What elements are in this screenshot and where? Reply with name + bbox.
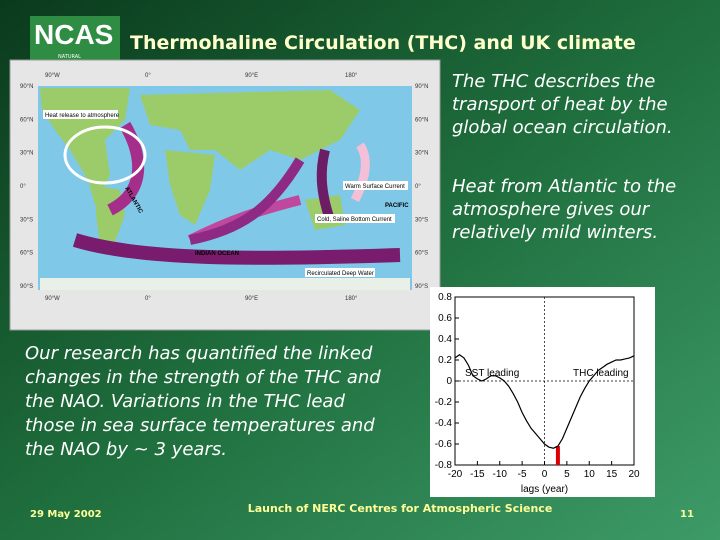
map-label: Cold, Saline Bottom Current <box>317 217 392 223</box>
lon-label: 90°W <box>45 73 60 79</box>
map-label-box <box>305 268 375 277</box>
ocean-name: INDIAN OCEAN <box>195 251 239 257</box>
x-tick-label: 20 <box>628 469 640 480</box>
paragraph-line: the NAO. Variations in the THC lead <box>25 391 345 412</box>
logo-name: NCAS <box>34 19 113 50</box>
lon-label: 90°E <box>245 296 258 302</box>
y-tick-label: 0.8 <box>438 292 452 303</box>
lat-label: 90°N <box>415 84 428 90</box>
y-tick-label: 0.6 <box>438 313 452 324</box>
paragraph-line: The THC describes the <box>452 71 655 92</box>
paragraph-line: those in sea surface temperatures and <box>25 415 375 436</box>
lat-label: 30°S <box>415 217 428 223</box>
lon-label: 180° <box>345 296 358 302</box>
y-tick-label: -0.8 <box>435 460 453 471</box>
map-label-box <box>343 181 408 190</box>
ocean-name: PACIFIC <box>385 203 409 209</box>
antarctica <box>40 278 410 290</box>
lon-label: 90°W <box>45 296 60 302</box>
lat-label: 60°S <box>415 251 428 257</box>
paragraph-line: atmosphere gives our <box>452 199 651 220</box>
paragraph-line: changes in the strength of the THC and <box>25 367 381 388</box>
map-label-box <box>315 214 395 223</box>
current <box>72 233 401 265</box>
lat-label: 60°N <box>415 117 428 123</box>
chart-background <box>430 287 655 497</box>
map-label: Recirculated Deep Water <box>307 271 374 277</box>
map: Heat release to atmosphere Warm Surface … <box>9 59 441 331</box>
x-tick-label: 5 <box>564 469 570 480</box>
lat-label: 0° <box>415 184 421 190</box>
x-axis-label: lags (year) <box>521 484 568 495</box>
logo-subtitle: NATURAL <box>58 54 81 60</box>
title: Thermohaline Circulation (THC) and UK cl… <box>130 32 636 54</box>
y-tick-label: -0.2 <box>435 397 453 408</box>
map-label-box <box>43 110 118 119</box>
x-tick-label: 10 <box>584 469 596 480</box>
x-tick-label: -10 <box>493 469 508 480</box>
land <box>165 150 215 225</box>
y-tick-label: 0 <box>446 376 452 387</box>
lon-label: 0° <box>145 73 151 79</box>
lat-label: 60°S <box>20 251 33 257</box>
current <box>316 148 335 222</box>
map-label: Heat release to atmosphere <box>45 113 120 119</box>
y-tick-label: 0.2 <box>438 355 452 366</box>
x-tick-label: -5 <box>518 469 527 480</box>
footer-date: 29 May 2002 <box>30 509 102 520</box>
lon-label: 90°E <box>245 73 258 79</box>
x-tick-label: -15 <box>470 469 485 480</box>
paragraph-line: Heat from Atlantic to the <box>452 176 676 197</box>
x-tick-label: 0 <box>542 469 548 480</box>
annotation: THC leading <box>573 368 629 379</box>
data-line <box>454 354 635 449</box>
paragraph-line: transport of heat by the <box>452 94 668 115</box>
y-tick-label: -0.4 <box>435 418 453 429</box>
paragraph-line: global ocean circulation. <box>452 117 673 138</box>
lon-label: 180° <box>345 73 358 79</box>
paragraph-line: relatively mild winters. <box>452 222 658 243</box>
paragraph-line: Our research has quantified the linked <box>25 343 373 364</box>
current <box>350 142 370 203</box>
highlight-circle <box>63 125 147 185</box>
y-tick-label: -0.6 <box>435 439 453 450</box>
current <box>189 157 305 245</box>
footer-event: Launch of NERC Centres for Atmospheric S… <box>248 502 553 515</box>
footer-page: 11 <box>680 509 694 520</box>
x-tick-label: -20 <box>448 469 463 480</box>
lat-label: 90°N <box>20 84 33 90</box>
lat-label: 30°N <box>415 151 428 157</box>
annotation: SST leading <box>465 368 519 379</box>
lat-label: 30°N <box>20 151 33 157</box>
y-tick-label: 0.4 <box>438 334 452 345</box>
lat-label: 0° <box>20 184 26 190</box>
lat-label: 30°S <box>20 217 33 223</box>
lat-label: 90°S <box>415 284 428 290</box>
lon-label: 0° <box>145 296 151 302</box>
x-tick-label: 15 <box>606 469 618 480</box>
lat-label: 90°S <box>20 284 33 290</box>
map-label: Warm Surface Current <box>345 184 405 190</box>
lat-label: 60°N <box>20 117 33 123</box>
paragraph-line: the NAO by ~ 3 years. <box>25 439 227 460</box>
land <box>140 90 360 170</box>
